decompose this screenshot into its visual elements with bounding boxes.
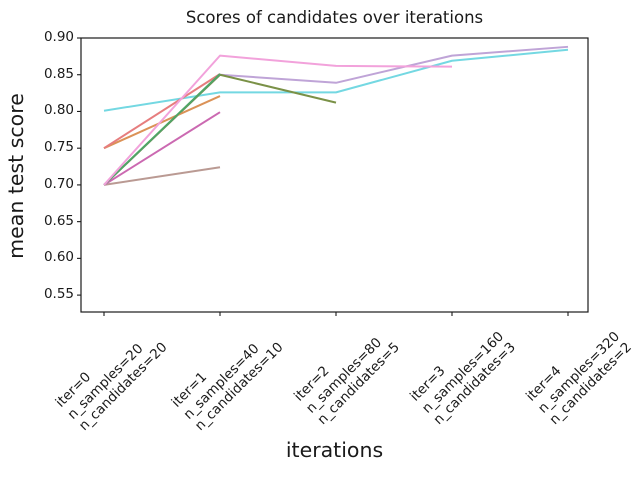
series-line-candidate-cyan <box>103 48 569 112</box>
y-tick-label: 0.90 <box>43 29 74 45</box>
y-tick-label: 0.55 <box>43 286 74 303</box>
series-line-candidate-seagreen <box>103 73 221 186</box>
chart-title: Scores of candidates over iterations <box>185 8 484 27</box>
series-line-candidate-olive <box>103 73 337 186</box>
axes-spines <box>80 37 589 313</box>
series-line-candidate-pink <box>103 54 453 186</box>
y-tick-label: 0.70 <box>43 175 74 192</box>
y-tick-label: 0.80 <box>43 102 74 119</box>
x-axis-label: iterations <box>285 438 384 462</box>
series-line-candidate-orange <box>103 95 221 150</box>
y-tick-label: 0.60 <box>43 249 74 266</box>
y-tick-label: 0.75 <box>43 139 74 156</box>
series-line-candidate-rosybrown <box>103 166 221 186</box>
y-tick-label: 0.85 <box>43 65 74 82</box>
series-line-candidate-red <box>103 73 221 150</box>
series-line-candidate-orchid <box>103 111 221 186</box>
y-tick-label: 0.65 <box>43 212 74 229</box>
